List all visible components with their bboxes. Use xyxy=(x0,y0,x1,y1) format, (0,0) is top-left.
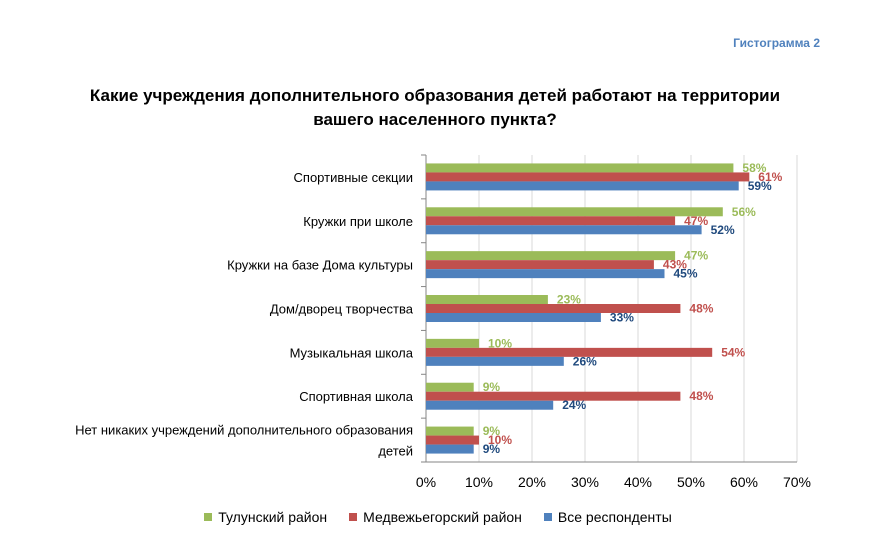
x-tick-label: 60% xyxy=(730,474,758,490)
data-label: 33% xyxy=(610,311,634,325)
legend-item: Тулунский район xyxy=(204,509,327,525)
data-label: 47% xyxy=(684,214,708,228)
data-label: 58% xyxy=(742,161,766,175)
bar xyxy=(426,356,564,366)
legend-swatch xyxy=(543,513,552,521)
data-label: 45% xyxy=(674,267,698,281)
bar xyxy=(426,225,702,235)
bar xyxy=(426,444,474,454)
data-label: 10% xyxy=(488,433,512,447)
bar xyxy=(426,181,739,191)
category-label: Спортивная школа xyxy=(299,389,414,404)
bar xyxy=(426,391,681,401)
x-tick-label: 0% xyxy=(416,474,436,490)
bar xyxy=(426,260,654,270)
bar xyxy=(426,304,681,313)
bar xyxy=(426,295,548,304)
legend-item: Медвежьегорский район xyxy=(349,509,522,525)
data-label: 9% xyxy=(483,442,501,456)
data-label: 56% xyxy=(732,205,756,219)
category-label: Дом/дворец творчества xyxy=(270,302,414,317)
chart-tag: Гистограмма 2 xyxy=(733,36,820,50)
category-label: Спортивные секции xyxy=(294,170,413,185)
bar xyxy=(426,172,750,182)
category-label: детей xyxy=(378,444,413,459)
x-tick-label: 50% xyxy=(677,474,705,490)
data-label: 26% xyxy=(573,354,597,368)
bar xyxy=(426,426,474,436)
category-label: Кружки при школе xyxy=(303,214,413,229)
legend-label: Медвежьегорский район xyxy=(363,509,522,525)
bar xyxy=(426,347,713,357)
bar xyxy=(426,207,723,217)
legend-swatch xyxy=(349,513,358,521)
bar xyxy=(426,435,479,445)
category-label: Нет никаких учреждений дополнительного о… xyxy=(75,423,413,438)
data-label: 23% xyxy=(557,293,581,307)
data-label: 24% xyxy=(562,398,586,412)
bar xyxy=(426,313,601,322)
data-label: 43% xyxy=(663,258,687,272)
data-label: 48% xyxy=(689,302,713,316)
bar-chart: 0% 10% 20% 30% 40% 50% 60% 70% Спортивные секции… xyxy=(75,154,811,490)
data-label: 61% xyxy=(758,170,782,184)
chart-legend: Тулунский район Медвежьегорский район Все … xyxy=(0,509,876,525)
legend-label: Все респонденты xyxy=(557,509,672,525)
data-label: 47% xyxy=(684,249,708,263)
category-label: Музыкальная школа xyxy=(290,345,414,360)
bar xyxy=(426,251,676,261)
data-label: 10% xyxy=(488,336,512,350)
data-label: 48% xyxy=(689,389,713,403)
data-label: 52% xyxy=(711,223,735,237)
bar xyxy=(426,382,474,392)
bar xyxy=(426,338,479,348)
data-label: 54% xyxy=(721,345,745,359)
x-tick-label: 10% xyxy=(465,474,493,490)
bar xyxy=(426,269,665,279)
data-label: 59% xyxy=(748,179,772,193)
x-tick-label: 70% xyxy=(783,474,811,490)
bar xyxy=(426,216,676,226)
bar xyxy=(426,163,734,173)
x-tick-label: 20% xyxy=(518,474,546,490)
data-label: 9% xyxy=(483,380,501,394)
bar xyxy=(426,400,554,410)
category-label: Кружки на базе Дома культуры xyxy=(227,258,413,273)
data-label: 9% xyxy=(483,424,501,438)
legend-swatch xyxy=(204,513,213,521)
legend-item: Все респонденты xyxy=(543,509,672,525)
legend-label: Тулунский район xyxy=(218,509,328,525)
chart-title: Какие учреждения дополнительного образов… xyxy=(89,86,781,129)
x-tick-label: 40% xyxy=(624,474,652,490)
x-tick-label: 30% xyxy=(571,474,599,490)
